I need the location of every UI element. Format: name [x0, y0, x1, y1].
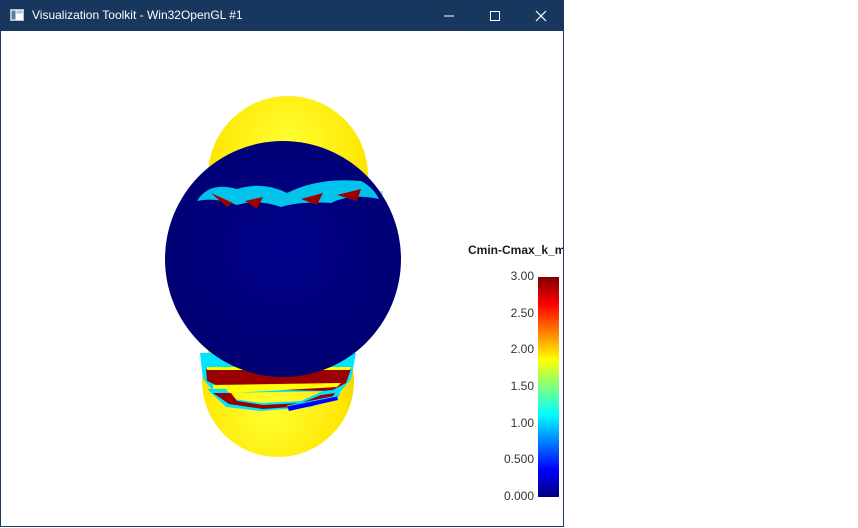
- tick-label: 1.50: [510, 379, 534, 393]
- vtk-render-window: Visualization Toolkit - Win32OpenGL #1: [0, 0, 564, 527]
- render-viewport[interactable]: [1, 31, 564, 526]
- maximize-button[interactable]: [472, 0, 518, 31]
- maximize-icon: [490, 11, 500, 21]
- title-bar[interactable]: Visualization Toolkit - Win32OpenGL #1: [1, 0, 563, 31]
- app-icon: [10, 9, 24, 21]
- tick-label: 2.00: [510, 342, 534, 356]
- minimize-button[interactable]: [426, 0, 472, 31]
- close-button[interactable]: [518, 0, 563, 31]
- close-icon: [535, 10, 547, 22]
- tick-label: 0.000: [503, 489, 534, 503]
- tick-label: 3.00: [510, 269, 534, 283]
- middle-sphere: [165, 141, 401, 377]
- tick-label: 2.50: [510, 306, 534, 320]
- scalar-bar: [538, 277, 559, 497]
- minimize-icon: [444, 15, 454, 17]
- tick-label: 0.500: [503, 452, 534, 466]
- window-title: Visualization Toolkit - Win32OpenGL #1: [32, 8, 243, 22]
- scalar-bar-title: Cmin-Cmax_k_m: [468, 243, 563, 257]
- tick-label: 1.00: [510, 416, 534, 430]
